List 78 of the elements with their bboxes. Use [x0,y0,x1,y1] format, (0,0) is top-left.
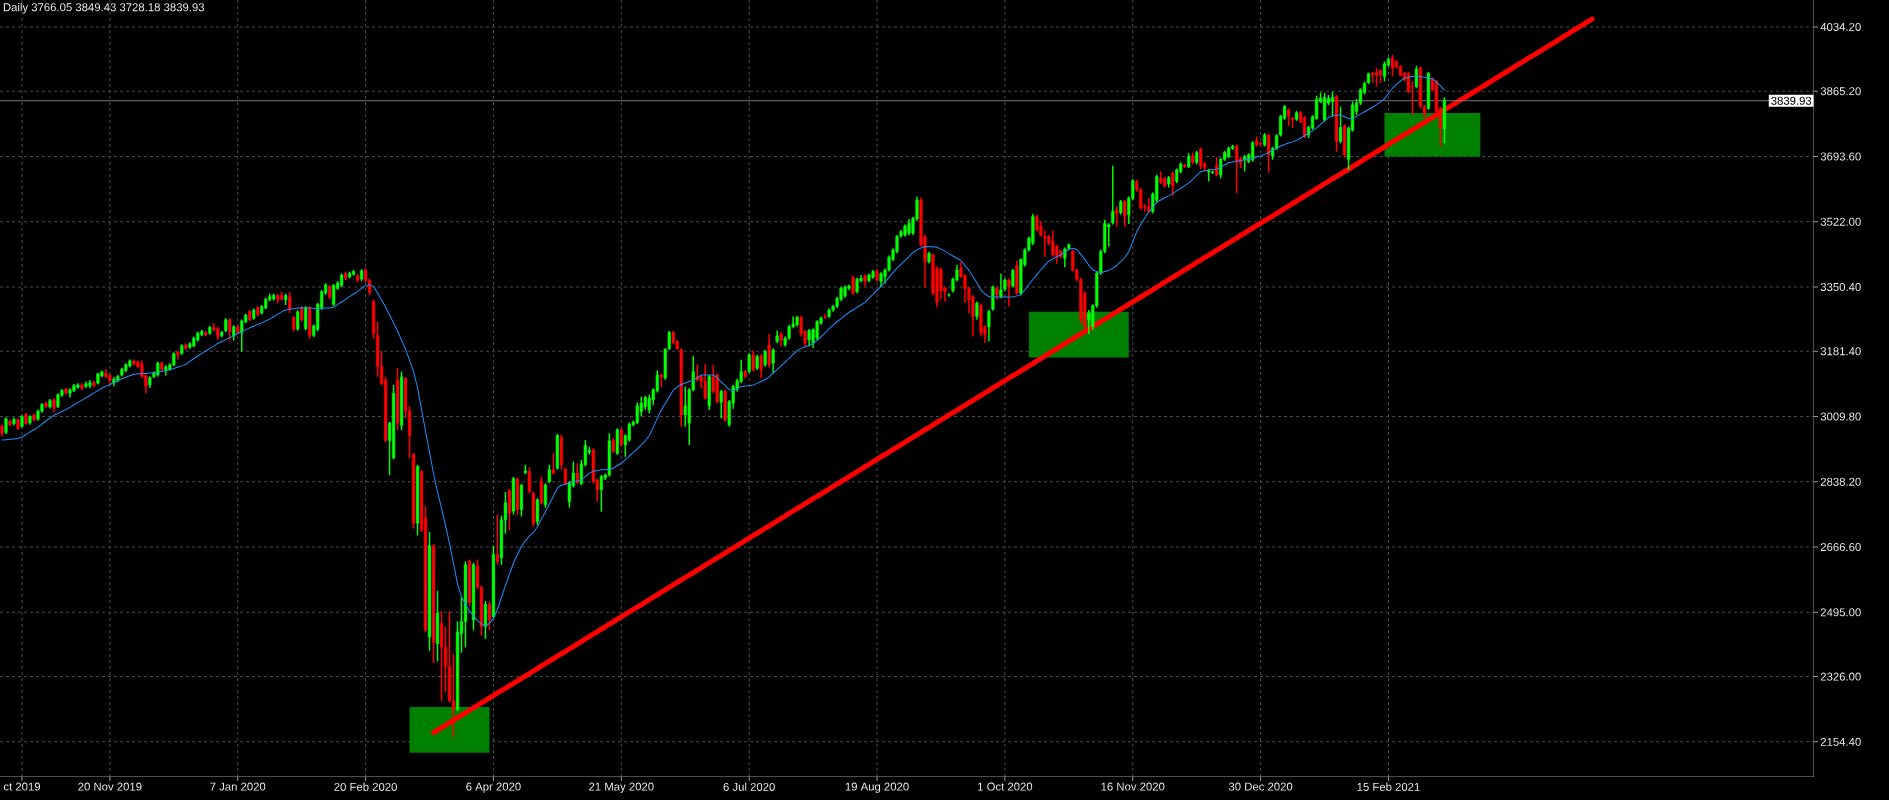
y-tick-label: 3009.80 [1820,412,1861,421]
candlestick [304,305,308,331]
x-tick-label: 21 May 2020 [589,782,654,793]
candlestick [539,475,543,506]
candlestick [1123,199,1127,228]
chart-title: Daily 3766.05 3849.43 3728.18 3839.93 [3,2,205,14]
candlestick [599,474,603,513]
candlestick [1322,92,1327,123]
candlestick [1111,165,1115,226]
candlestick [288,291,292,314]
candlestick [771,347,775,374]
candlestick [176,349,180,361]
candlestick [547,464,551,484]
candlestick [1302,115,1307,139]
candlestick [1235,143,1239,194]
candlestick [703,363,707,401]
y-tick-label: 3693.60 [1820,152,1861,161]
y-tick-label: 2838.20 [1820,477,1861,486]
y-tick-label: 3522.00 [1820,217,1861,226]
candlestick [683,385,687,428]
candlestick [719,389,723,420]
candlestick [1338,105,1343,145]
candlestick [1115,205,1119,228]
y-tick-label: 3865.20 [1820,87,1861,96]
x-tick-label: 20 Nov 2019 [78,782,142,791]
candlestick [1107,222,1111,248]
x-tick-label: 6 Apr 2020 [466,782,521,793]
candlestick [1087,309,1091,335]
x-tick-label: 20 Feb 2020 [334,782,397,791]
candlestick [551,452,555,476]
candlestick [575,462,579,485]
candlestick [635,401,639,425]
candlestick [615,427,619,456]
candlestick [1374,67,1379,88]
candlestick [759,353,763,380]
candlestick [851,274,855,296]
candlestick [495,513,500,566]
x-tick-label: 30 Dec 2020 [1228,782,1293,791]
y-tick-label: 2666.60 [1820,543,1861,552]
y-tick-label: 3350.40 [1820,282,1861,291]
x-tick-label: 1 Oct 2020 [978,782,1033,791]
y-tick-label: 4034.20 [1820,22,1861,31]
x-tick-label: 19 Aug 2020 [845,782,909,793]
candlestick [439,610,444,702]
x-tick-label: ct 2019 [3,782,41,791]
y-tick-label: 2326.00 [1820,672,1861,681]
candlestick [487,600,492,631]
x-tick-label: 6 Jul 2020 [723,782,775,791]
candlestick [507,487,512,531]
y-tick-label: 2154.40 [1820,737,1861,746]
x-tick-label: 15 Feb 2021 [1357,782,1420,791]
candlestick [1382,60,1387,83]
candlestick [1251,140,1255,163]
candlestick [767,333,771,369]
candlestick [535,497,539,526]
ref-line-label: 3839.93 [1771,96,1812,105]
candlestick [1011,268,1015,289]
y-tick-label: 3181.40 [1820,347,1861,356]
candlestick [999,273,1003,299]
candlestick [1330,90,1335,118]
candlestick [1007,277,1011,308]
candlestick [939,267,943,301]
candlestick [483,600,488,640]
candlestick [1267,132,1271,174]
candlestick [1414,65,1419,89]
candlestick [987,309,991,343]
y-tick-label: 2495.00 [1820,608,1861,617]
candlestick [240,318,244,353]
candlestick [527,466,532,495]
candlestick [228,317,232,342]
candlestick [751,349,755,373]
x-tick-label: 7 Jan 2020 [210,782,266,791]
candlestick [1390,54,1395,78]
candlestick [332,283,336,307]
x-tick-label: 16 Nov 2020 [1101,782,1165,791]
candlestick [747,352,751,374]
candlestick [1171,170,1175,197]
candlestick [543,482,547,509]
